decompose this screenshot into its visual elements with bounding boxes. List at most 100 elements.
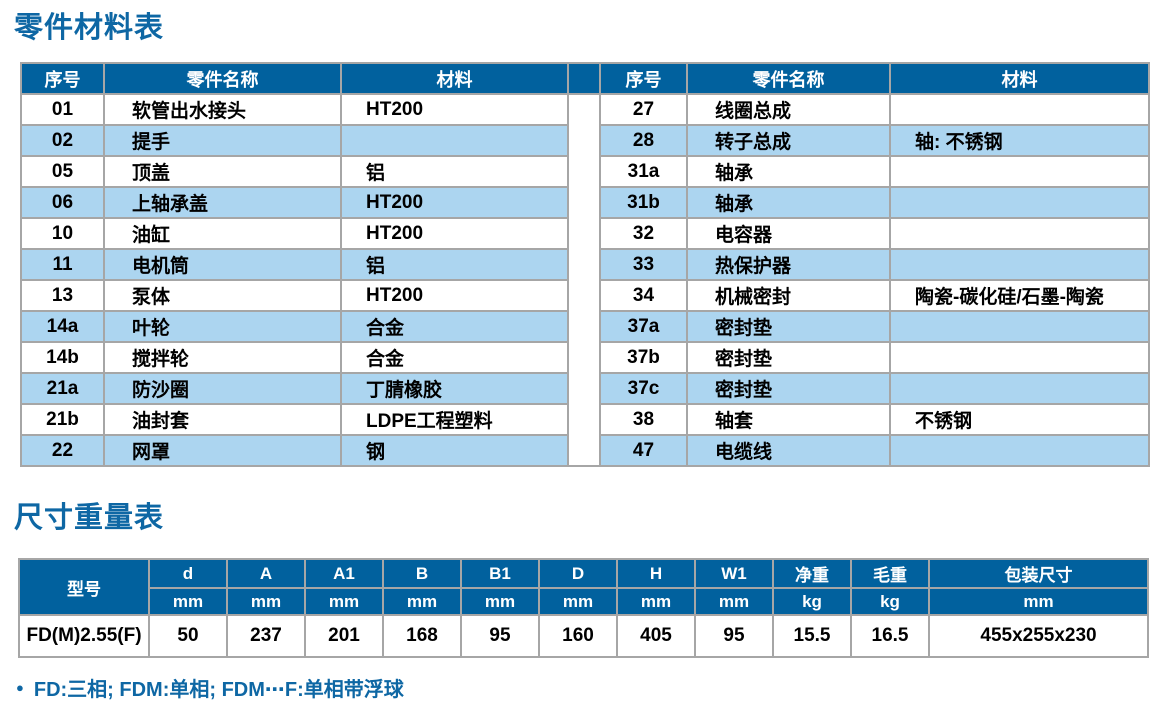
header-dim-unit: mm: [928, 587, 1149, 616]
parts-table-row: 14b 搅拌轮 合金 37b 密封垫: [20, 341, 1150, 374]
material-cell: [889, 93, 1150, 126]
serial-cell: 14b: [20, 341, 105, 374]
footnote-text: FD:三相; FDM:单相; FDM⋯F:单相带浮球: [33, 679, 404, 701]
serial-cell: 02: [20, 124, 105, 157]
header-part-name-right: 零件名称: [686, 62, 891, 95]
header-dim-unit: mm: [460, 587, 540, 616]
dim-value-cell: 160: [538, 614, 618, 658]
part-name-cell: 热保护器: [686, 248, 891, 281]
material-cell: HT200: [340, 217, 569, 250]
material-cell: 合金: [340, 310, 569, 343]
separator-header-cell: [567, 62, 601, 95]
material-cell: 合金: [340, 341, 569, 374]
part-name-cell: 线圈总成: [686, 93, 891, 126]
dim-value-cell: 237: [226, 614, 306, 658]
header-dim-unit: mm: [382, 587, 462, 616]
material-cell: 铝: [340, 248, 569, 281]
dims-table-row: FD(M)2.55(F) 50 237 201 168 95 160 405 95 15.5 16.…: [18, 614, 1149, 658]
material-cell: 铝: [340, 155, 569, 188]
dim-value-cell: 201: [304, 614, 384, 658]
part-name-cell: 搅拌轮: [103, 341, 342, 374]
parts-table-row: 06 上轴承盖 HT200 31b 轴承: [20, 186, 1150, 219]
material-cell: HT200: [340, 279, 569, 312]
serial-cell: 38: [599, 403, 688, 436]
parts-table-row: 05 顶盖铝 31a 轴承: [20, 155, 1150, 188]
serial-cell: 13: [20, 279, 105, 312]
header-dim-unit: mm: [616, 587, 696, 616]
header-dim-label: 包装尺寸: [928, 558, 1149, 589]
serial-cell: 27: [599, 93, 688, 126]
serial-cell: 01: [20, 93, 105, 126]
header-dim-label: H: [616, 558, 696, 589]
header-dim-label: 净重: [772, 558, 852, 589]
part-name-cell: 顶盖: [103, 155, 342, 188]
model-cell: FD(M)2.55(F): [18, 614, 150, 658]
header-dim-label: d: [148, 558, 228, 589]
header-dim-unit: mm: [226, 587, 306, 616]
parts-table-row: 21b 油封套 LDPE工程塑料 38 轴套 不锈钢: [20, 403, 1150, 436]
header-dim-label: A1: [304, 558, 384, 589]
dim-value-cell: 16.5: [850, 614, 930, 658]
part-name-cell: 转子总成: [686, 124, 891, 157]
part-name-cell: 电缆线: [686, 434, 891, 467]
parts-table-row: 10 油缸 HT200 32 电容器: [20, 217, 1150, 250]
part-name-cell: 上轴承盖: [103, 186, 342, 219]
part-name-cell: 提手: [103, 124, 342, 157]
parts-table-row: 14a 叶轮 合金 37a 密封垫: [20, 310, 1150, 343]
dim-value-cell: 95: [694, 614, 774, 658]
bullet-icon: ●: [16, 679, 24, 695]
serial-cell: 21a: [20, 372, 105, 405]
material-cell: HT200: [340, 186, 569, 219]
material-cell: [889, 372, 1150, 405]
parts-table-row: 13 泵体 HT200 34 机械密封 陶瓷-碳化硅/石墨-陶瓷: [20, 279, 1150, 312]
separator-body-cell: [567, 93, 601, 467]
part-name-cell: 密封垫: [686, 341, 891, 374]
header-dim-unit: mm: [148, 587, 228, 616]
material-cell: 陶瓷-碳化硅/石墨-陶瓷: [889, 279, 1150, 312]
header-material-right: 材料: [889, 62, 1150, 95]
header-dim-label: 毛重: [850, 558, 930, 589]
part-name-cell: 油缸: [103, 217, 342, 250]
footnote: ● FD:三相; FDM:单相; FDM⋯F:单相带浮球: [16, 673, 1169, 702]
part-name-cell: 叶轮: [103, 310, 342, 343]
dim-value-cell: 95: [460, 614, 540, 658]
dim-value-cell: 455x255x230: [928, 614, 1149, 658]
header-dim-unit: kg: [772, 587, 852, 616]
header-part-name-left: 零件名称: [103, 62, 342, 95]
header-dim-unit: kg: [850, 587, 930, 616]
serial-cell: 31b: [599, 186, 688, 219]
serial-cell: 37a: [599, 310, 688, 343]
material-cell: [889, 310, 1150, 343]
serial-cell: 33: [599, 248, 688, 281]
material-cell: [889, 217, 1150, 250]
header-dim-label: A: [226, 558, 306, 589]
serial-cell: 22: [20, 434, 105, 467]
serial-cell: 34: [599, 279, 688, 312]
header-material-left: 材料: [340, 62, 569, 95]
dims-header-row-units: mm mm mm mm mm mm mm mm kg kg mm: [19, 587, 1149, 616]
header-dim-unit: mm: [304, 587, 384, 616]
parts-table-header-row: 序号 零件名称 材料 序号 零件名称 材料: [20, 62, 1150, 95]
material-cell: [889, 155, 1150, 188]
serial-cell: 21b: [20, 403, 105, 436]
material-cell: 钢: [340, 434, 569, 467]
material-cell: [889, 341, 1150, 374]
part-name-cell: 电容器: [686, 217, 891, 250]
header-dim-unit: mm: [694, 587, 774, 616]
serial-cell: 32: [599, 217, 688, 250]
material-cell: HT200: [340, 93, 569, 126]
part-name-cell: 油封套: [103, 403, 342, 436]
part-name-cell: 轴承: [686, 186, 891, 219]
dimensions-weight-table-title: 尺寸重量表: [14, 502, 165, 534]
dims-header-row-labels: 型号 d A A1 B B1 D H W1 净重 毛重 包装尺寸: [18, 558, 1149, 616]
serial-cell: 10: [20, 217, 105, 250]
parts-table-row: 22 网罩钢 47 电缆线: [20, 434, 1150, 467]
part-name-cell: 电机筒: [103, 248, 342, 281]
serial-cell: 37c: [599, 372, 688, 405]
part-name-cell: 轴承: [686, 155, 891, 188]
header-dim-label: B: [382, 558, 462, 589]
header-serial-left: 序号: [20, 62, 105, 95]
header-dim-label: B1: [460, 558, 540, 589]
dim-value-cell: 405: [616, 614, 696, 658]
parts-material-table: 序号 零件名称 材料 序号 零件名称 材料 01 软管出水接头 HT200 27 线圈总…: [20, 62, 1150, 467]
